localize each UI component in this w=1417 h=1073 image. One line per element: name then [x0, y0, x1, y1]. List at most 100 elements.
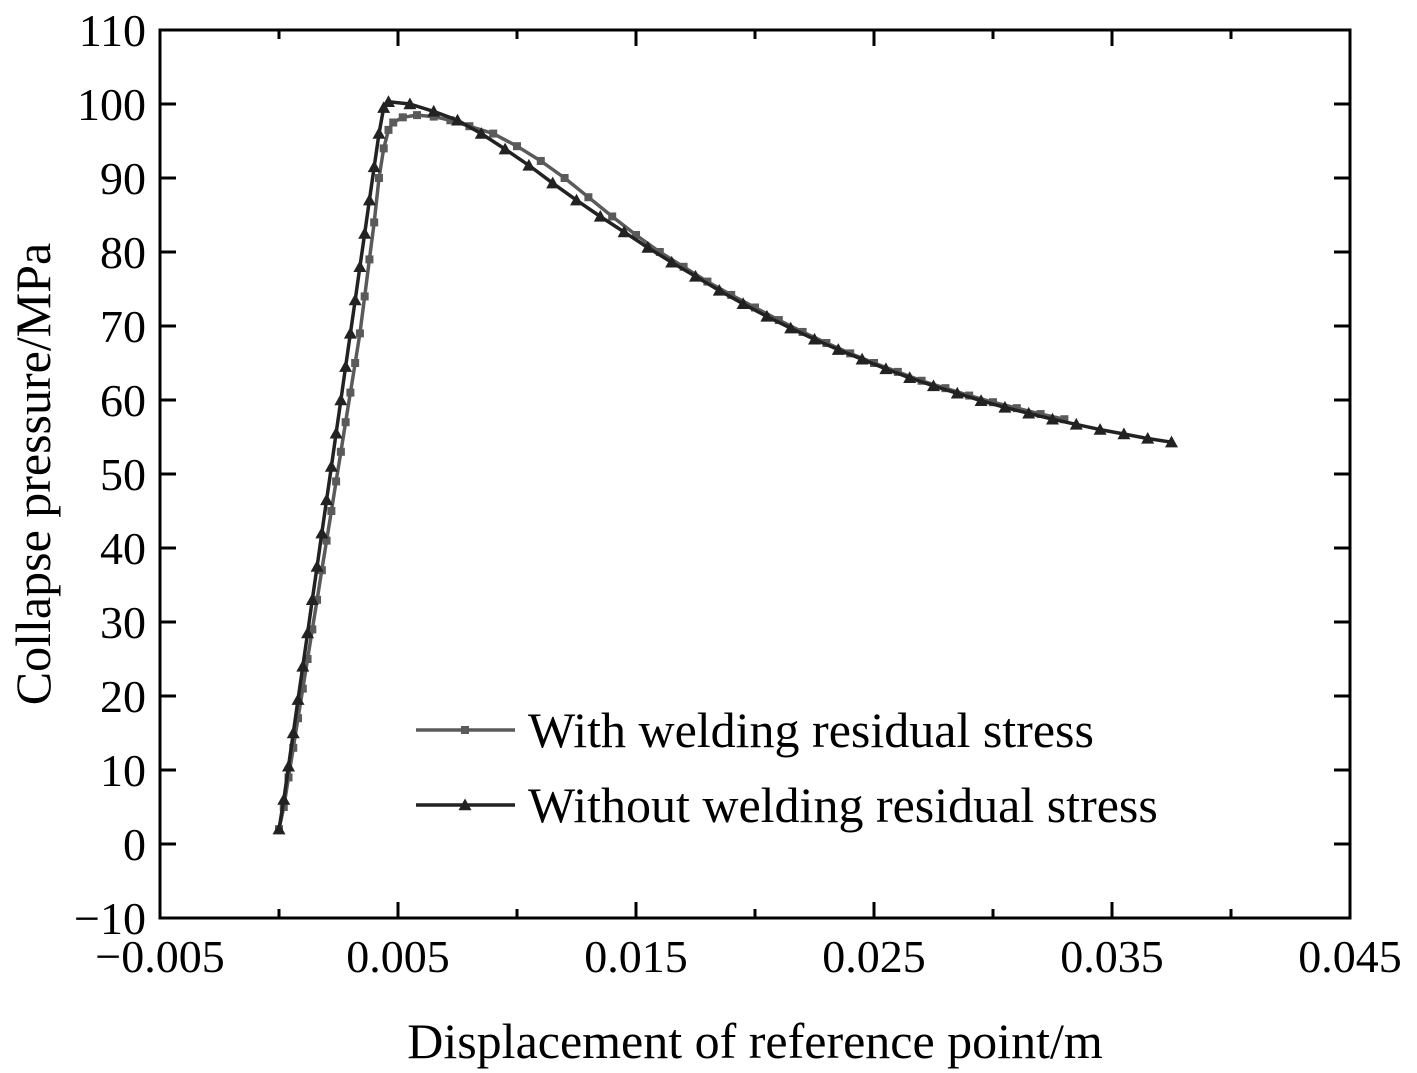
- data-point: [348, 293, 362, 306]
- data-point: [341, 418, 350, 427]
- data-point: [381, 95, 395, 107]
- data-point: [1069, 417, 1083, 430]
- data-point: [282, 759, 296, 772]
- data-point: [362, 193, 376, 206]
- data-point: [689, 269, 702, 282]
- x-tick-label: 0.015: [584, 931, 688, 982]
- data-point: [522, 158, 536, 171]
- data-point: [989, 398, 997, 407]
- data-point: [536, 156, 545, 165]
- data-point: [334, 393, 348, 406]
- data-point: [855, 352, 869, 365]
- data-point: [446, 116, 455, 125]
- data-point: [346, 388, 355, 397]
- y-tick-label: 60: [100, 375, 146, 426]
- data-point: [272, 822, 286, 835]
- data-point: [286, 726, 300, 739]
- legend-item: Without welding residual stress: [416, 777, 1158, 833]
- y-tick-label: 100: [77, 79, 146, 130]
- y-tick-label: 90: [100, 153, 146, 204]
- data-point: [712, 283, 726, 296]
- data-point: [927, 379, 940, 392]
- data-point: [398, 113, 407, 122]
- data-point: [339, 360, 353, 372]
- data-point: [903, 371, 917, 383]
- data-point: [1117, 427, 1131, 440]
- data-point: [546, 176, 560, 189]
- y-tick-label: 70: [100, 301, 146, 352]
- data-point: [403, 97, 417, 110]
- legend-label: With welding residual stress: [528, 702, 1094, 758]
- data-point: [313, 595, 322, 604]
- data-point: [879, 362, 893, 375]
- data-point: [808, 332, 821, 345]
- legend-marker: [458, 798, 472, 811]
- data-point: [451, 113, 464, 126]
- data-point: [498, 142, 512, 155]
- x-tick-label: 0.005: [346, 931, 450, 982]
- data-point: [291, 693, 305, 705]
- x-tick-label: 0.045: [1298, 931, 1402, 982]
- data-point: [427, 104, 441, 117]
- data-point: [784, 321, 798, 334]
- data-point: [367, 160, 381, 173]
- y-tick-label: 0: [123, 819, 146, 870]
- data-point: [513, 142, 521, 151]
- data-point: [1060, 415, 1069, 424]
- data-point: [370, 218, 379, 227]
- y-tick-label: 110: [79, 5, 146, 56]
- data-point: [736, 297, 750, 309]
- data-point: [301, 626, 315, 639]
- data-point: [584, 193, 593, 202]
- data-point: [617, 225, 631, 238]
- data-point: [365, 255, 374, 264]
- legend-item: With welding residual stress: [416, 702, 1094, 758]
- x-tick-label: −0.005: [95, 931, 224, 982]
- data-point: [751, 303, 759, 312]
- data-point: [379, 144, 388, 153]
- data-point: [332, 477, 341, 486]
- data-point: [413, 111, 422, 120]
- data-point: [351, 359, 360, 367]
- data-point: [277, 793, 291, 805]
- data-point: [303, 655, 312, 663]
- data-point: [1012, 404, 1021, 413]
- legend-marker: [461, 726, 469, 734]
- data-point: [489, 129, 498, 138]
- data-point: [560, 174, 569, 182]
- data-point: [679, 262, 688, 271]
- data-point: [474, 127, 488, 139]
- data-point: [294, 714, 303, 723]
- x-axis-ticks: −0.005 0.005 0.015 0.025 0.035 0.045: [95, 30, 1402, 982]
- y-tick-label: 20: [100, 671, 146, 722]
- data-point: [608, 212, 617, 221]
- series-layer: [272, 95, 1178, 835]
- data-point: [998, 400, 1012, 413]
- data-point: [1141, 431, 1155, 444]
- x-tick-label: 0.025: [822, 931, 926, 982]
- data-point: [353, 260, 367, 272]
- data-point: [298, 684, 307, 693]
- y-tick-label: 40: [100, 523, 146, 574]
- data-point: [329, 426, 343, 439]
- series-2: [272, 95, 1178, 835]
- y-tick-label: 30: [100, 597, 146, 648]
- data-point: [389, 118, 398, 127]
- data-point: [315, 526, 329, 539]
- y-tick-label: −10: [74, 893, 146, 944]
- data-point: [950, 386, 964, 399]
- data-point: [374, 174, 383, 182]
- data-point: [377, 101, 391, 113]
- x-tick-label: 0.035: [1060, 931, 1164, 982]
- data-point: [974, 394, 988, 406]
- legend: With welding residual stress Without weld…: [416, 702, 1158, 833]
- data-point: [355, 329, 364, 338]
- data-point: [296, 659, 310, 672]
- data-point: [665, 255, 679, 268]
- data-point: [641, 241, 655, 253]
- data-point: [289, 743, 298, 752]
- y-tick-label: 50: [100, 449, 146, 500]
- data-point: [343, 326, 357, 339]
- data-point: [570, 193, 583, 206]
